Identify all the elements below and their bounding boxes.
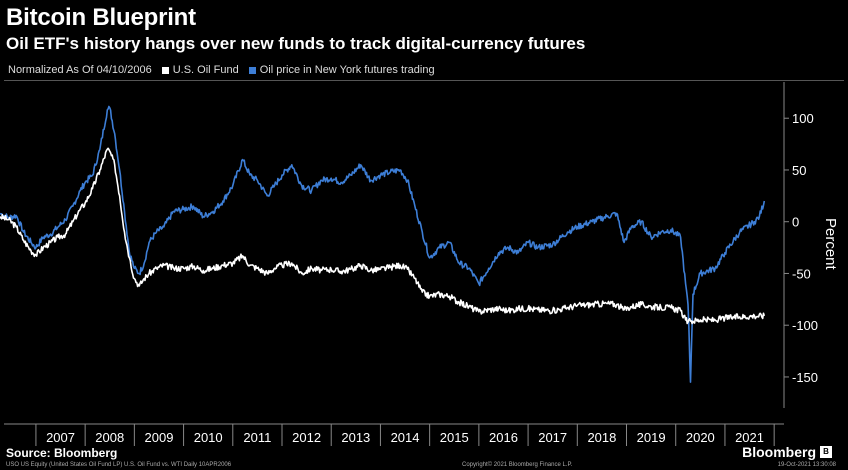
x-tick-label: 2015 <box>440 430 469 445</box>
x-tick-label: 2020 <box>686 430 715 445</box>
source-note: Source: Bloomberg <box>6 446 118 460</box>
x-tick-label: 2014 <box>391 430 420 445</box>
fine-print-left: USO US Equity (United States Oil Fund LP… <box>6 462 232 468</box>
x-tick-label: 2017 <box>538 430 567 445</box>
y-tick-label: 100 <box>792 111 814 126</box>
fine-print-copyright: Copyright© 2021 Bloomberg Finance L.P. <box>462 462 573 468</box>
fine-print-timestamp: 19-Oct-2021 13:30:08 <box>777 462 836 468</box>
x-tick-label: 2021 <box>735 430 764 445</box>
x-tick-label: 2019 <box>637 430 666 445</box>
brand-mark: Bloomberg B <box>742 444 832 460</box>
legend-note: Normalized As Of 04/10/2006 <box>8 64 152 76</box>
bloomberg-logo-icon: B <box>820 446 832 458</box>
brand-name: Bloomberg <box>742 444 816 460</box>
x-tick-label: 2012 <box>292 430 321 445</box>
legend-swatch-uso <box>161 66 169 74</box>
y-tick-label: 50 <box>792 163 806 178</box>
x-tick-label: 2010 <box>194 430 223 445</box>
chart-title: Bitcoin Blueprint <box>6 4 196 31</box>
legend-swatch-oil <box>248 66 256 74</box>
series-line-us-oil-fund <box>0 147 766 325</box>
y-tick-label: -100 <box>792 318 818 333</box>
x-tick-label: 2007 <box>46 430 75 445</box>
y-tick-label: -50 <box>792 266 811 281</box>
x-tick-label: 2016 <box>489 430 518 445</box>
x-tick-label: 2008 <box>95 430 124 445</box>
x-tick-label: 2011 <box>243 430 271 445</box>
x-tick-label: 2018 <box>587 430 616 445</box>
y-tick-label: 0 <box>792 215 799 230</box>
legend: Normalized As Of 04/10/2006 U.S. Oil Fun… <box>8 64 435 76</box>
y-tick-label: -150 <box>792 370 818 385</box>
x-tick-label: 2009 <box>145 430 174 445</box>
plot-frame <box>4 80 844 453</box>
legend-label-oil: Oil price in New York futures trading <box>259 64 435 76</box>
x-tick-label: 2013 <box>341 430 370 445</box>
chart-subtitle: Oil ETF's history hangs over new funds t… <box>6 34 586 53</box>
y-axis-label: Percent <box>822 218 839 271</box>
legend-label-uso: U.S. Oil Fund <box>172 64 239 76</box>
series-line-oil-price <box>0 105 766 383</box>
